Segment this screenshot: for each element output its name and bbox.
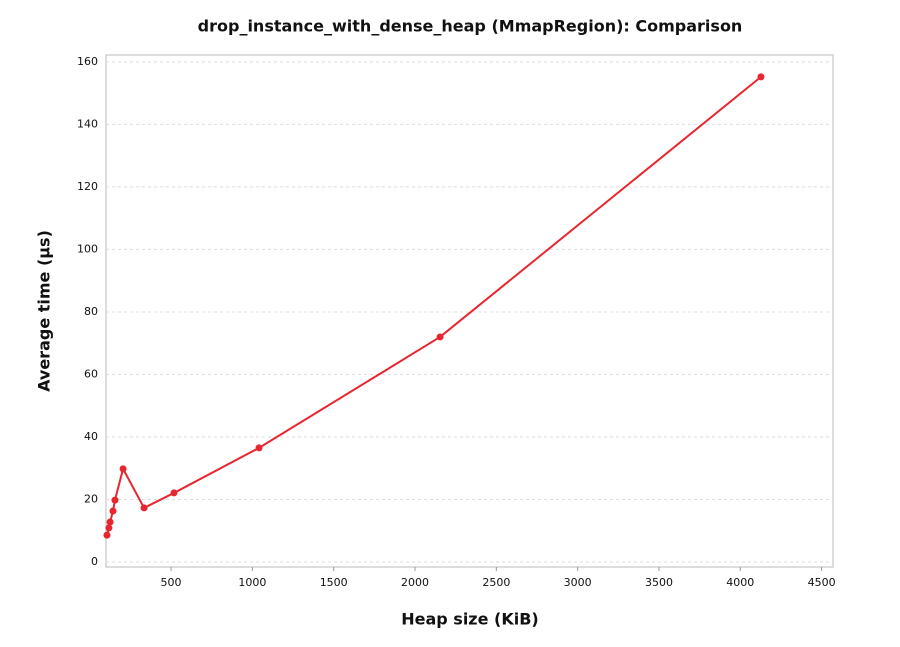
- y-tick-label: 60: [84, 367, 98, 380]
- data-point: [106, 518, 114, 526]
- x-tick-label: 3000: [564, 576, 592, 589]
- data-point: [111, 496, 119, 504]
- plot-frame: [105, 54, 834, 568]
- x-tick-label: 1500: [320, 576, 348, 589]
- x-tick-label: 4000: [726, 576, 754, 589]
- y-tick-label: 40: [84, 430, 98, 443]
- chart-title: drop_instance_with_dense_heap (MmapRegio…: [198, 17, 743, 36]
- x-tick-label: 500: [161, 576, 182, 589]
- data-point: [105, 524, 113, 532]
- y-tick-label: 0: [91, 555, 98, 568]
- y-tick-label: 20: [84, 492, 98, 505]
- x-axis-label: Heap size (KiB): [401, 610, 539, 629]
- y-tick-label: 160: [77, 55, 98, 68]
- y-axis-label: Average time (µs): [35, 230, 54, 392]
- y-tick-label: 80: [84, 305, 98, 318]
- data-point: [140, 504, 148, 512]
- x-tick-label: 3500: [645, 576, 673, 589]
- x-tick-label: 4500: [808, 576, 836, 589]
- data-point: [103, 531, 111, 539]
- x-tick-label: 2000: [401, 576, 429, 589]
- data-point: [119, 465, 127, 473]
- y-tick-label: 140: [77, 117, 98, 130]
- series-line: [106, 76, 762, 536]
- x-tick-label: 2500: [482, 576, 510, 589]
- data-point: [436, 333, 444, 341]
- data-point: [170, 489, 178, 497]
- data-point: [757, 73, 765, 81]
- data-point: [255, 444, 263, 452]
- x-tick-label: 1000: [238, 576, 266, 589]
- data-point: [109, 507, 117, 515]
- y-tick-label: 100: [77, 242, 98, 255]
- y-tick-label: 120: [77, 180, 98, 193]
